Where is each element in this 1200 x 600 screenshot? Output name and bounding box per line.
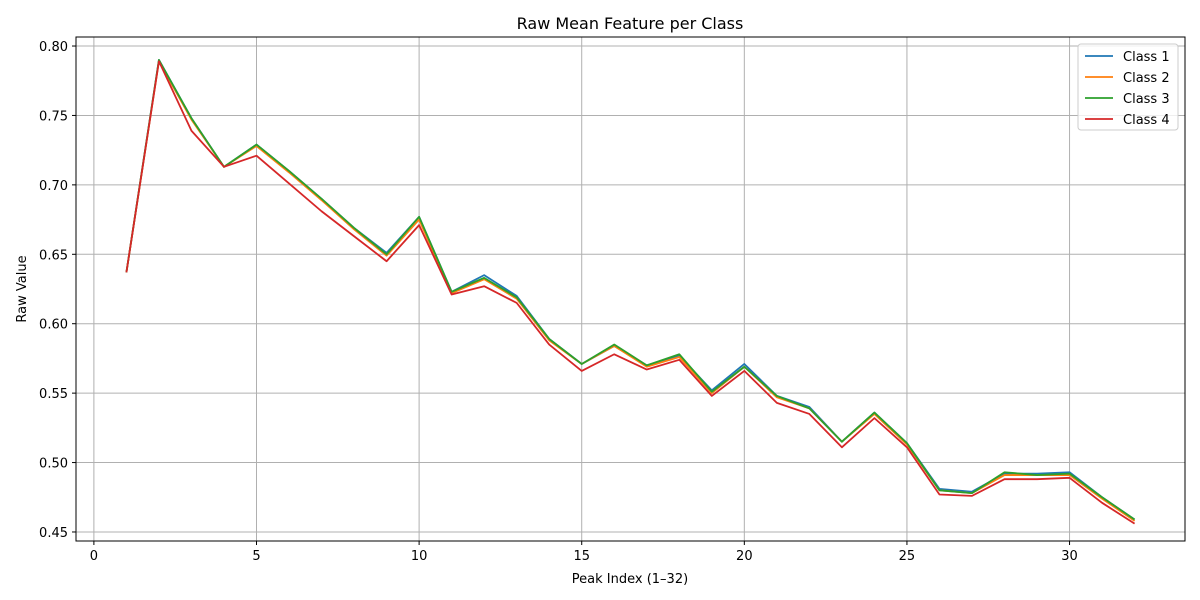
legend-label-class-2: Class 2 bbox=[1123, 71, 1170, 86]
x-tick-label: 5 bbox=[252, 549, 260, 564]
plot-frame bbox=[75, 36, 1186, 542]
y-tick-label: 0.65 bbox=[39, 248, 68, 263]
tick-layer: 0 5 10 15 20 25 30 0.45 0.50 0.55 0.60 0.65 0.70 0.75… bbox=[39, 40, 1078, 564]
y-tick-label: 0.80 bbox=[39, 40, 68, 55]
grid-layer bbox=[76, 37, 1185, 541]
series-line-class-3 bbox=[125, 59, 1136, 521]
y-tick-label: 0.60 bbox=[39, 318, 68, 333]
x-tick-label: 30 bbox=[1061, 549, 1078, 564]
legend-box bbox=[1077, 43, 1179, 131]
x-tick-label: 10 bbox=[411, 549, 428, 564]
x-tick-label: 15 bbox=[573, 549, 590, 564]
y-tick-label: 0.45 bbox=[39, 526, 68, 541]
legend: Class 1 Class 2 Class 3 Class 4 bbox=[1077, 43, 1179, 131]
x-axis-label: Peak Index (1–32) bbox=[572, 572, 688, 587]
y-tick-label: 0.75 bbox=[39, 109, 68, 124]
y-tick-label: 0.50 bbox=[39, 457, 68, 472]
legend-label-class-3: Class 3 bbox=[1123, 92, 1170, 107]
chart-title: Raw Mean Feature per Class bbox=[517, 14, 744, 33]
y-axis-label: Raw Value bbox=[15, 255, 30, 322]
x-tick-label: 25 bbox=[899, 549, 916, 564]
y-tick-label: 0.70 bbox=[39, 179, 68, 194]
plot-area bbox=[76, 37, 1185, 541]
series-line-class-4 bbox=[125, 60, 1136, 525]
legend-label-class-4: Class 4 bbox=[1123, 113, 1170, 128]
y-tick-label: 0.55 bbox=[39, 387, 68, 402]
x-tick-label: 0 bbox=[90, 549, 98, 564]
legend-label-class-1: Class 1 bbox=[1123, 50, 1170, 65]
x-tick-label: 20 bbox=[736, 549, 753, 564]
series-layer bbox=[125, 59, 1136, 525]
